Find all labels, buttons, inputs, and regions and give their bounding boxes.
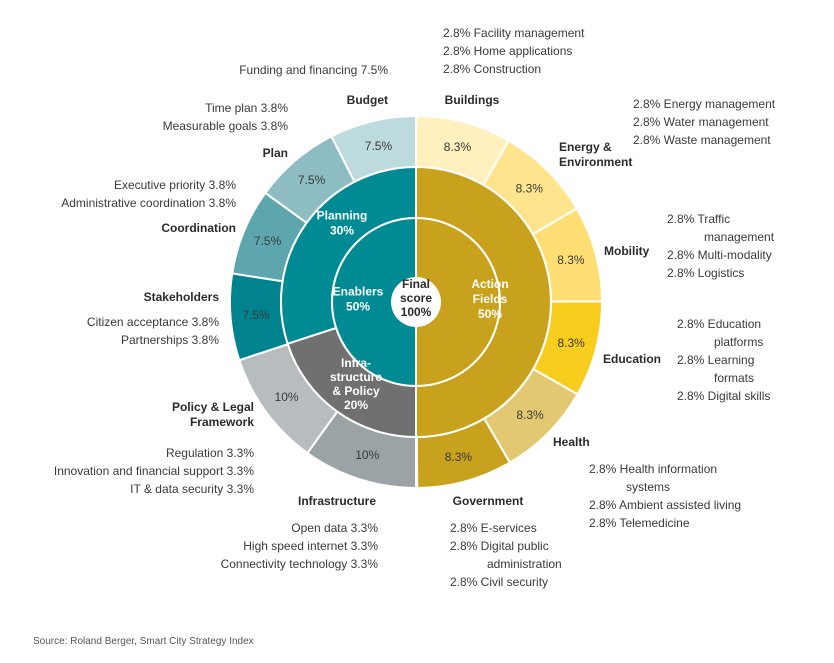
category-energy-and-environment: Energy & Environment — [559, 140, 632, 169]
outer-value-plan: 7.5% — [298, 173, 326, 187]
inner-label-infrastructure-and-policy: Infra-structure & Policy 20% — [330, 356, 382, 412]
outer-value-energy-and-environment: 8.3% — [516, 181, 544, 195]
outer-value-budget: 7.5% — [365, 139, 393, 153]
sub-item-energy-and-environment: 2.8% Water management — [633, 115, 769, 129]
category-health: Health — [553, 435, 590, 449]
category-buildings: Buildings — [445, 93, 500, 107]
sub-item-health: 2.8% Health information — [589, 462, 717, 476]
category-coordination: Coordination — [161, 221, 236, 235]
category-stakeholders: Stakeholders — [144, 290, 220, 304]
sub-item-government: 2.8% E-services — [450, 521, 537, 535]
sub-item-education: 2.8% Learning — [677, 353, 754, 367]
sub-item-plan: Measurable goals 3.8% — [163, 119, 289, 133]
sub-item-education: 2.8% Digital skills — [677, 389, 770, 403]
center-action-fields — [416, 218, 500, 386]
source-note: Source: Roland Berger, Smart City Strate… — [33, 636, 254, 647]
category-budget: Budget — [347, 93, 388, 107]
sub-item-coordination: Executive priority 3.8% — [114, 178, 236, 192]
sub-item-infrastructure: High speed internet 3.3% — [243, 539, 378, 553]
sub-item-infrastructure: Open data 3.3% — [291, 521, 378, 535]
outer-value-government: 8.3% — [445, 450, 473, 464]
sub-item-policy-and-legal-framework: Innovation and financial support 3.3% — [54, 464, 254, 478]
outer-value-health: 8.3% — [516, 408, 544, 422]
category-plan: Plan — [263, 146, 288, 160]
center-enablers — [332, 218, 416, 386]
sub-item-policy-and-legal-framework: IT & data security 3.3% — [130, 482, 254, 496]
category-mobility: Mobility — [604, 244, 650, 258]
outer-value-infrastructure: 10% — [355, 448, 379, 462]
category-policy-and-legal-framework: Policy & Legal Framework — [172, 400, 254, 429]
outer-value-stakeholders: 7.5% — [242, 308, 270, 322]
sub-item-policy-and-legal-framework: Regulation 3.3% — [166, 446, 254, 460]
sub-item-plan: Time plan 3.8% — [205, 101, 288, 115]
sub-item-stakeholders: Citizen acceptance 3.8% — [87, 315, 219, 329]
sub-item-coordination: Administrative coordination 3.8% — [61, 196, 236, 210]
center-final-score: Final score 100% — [400, 277, 432, 319]
sub-item-government: 2.8% Digital public — [450, 539, 549, 553]
sub-item-stakeholders: Partnerships 3.8% — [121, 333, 219, 347]
sub-item-energy-and-environment: 2.8% Waste management — [633, 133, 771, 147]
sub-item-infrastructure: Connectivity technology 3.3% — [221, 557, 379, 571]
outer-value-policy-and-legal-framework: 10% — [275, 390, 299, 404]
outer-value-mobility: 8.3% — [557, 253, 585, 267]
category-education: Education — [603, 352, 661, 366]
inner-label-planning: Planning 30% — [317, 209, 368, 238]
outer-value-education: 8.3% — [558, 336, 586, 350]
sub-item-mobility: 2.8% Traffic — [667, 212, 730, 226]
final-score-disc — [391, 277, 441, 327]
sub-item-education: formats — [714, 371, 754, 385]
sub-item-energy-and-environment: 2.8% Energy management — [633, 97, 776, 111]
outer-value-buildings: 8.3% — [444, 140, 472, 154]
sub-item-buildings: 2.8% Home applications — [443, 44, 572, 58]
sub-item-mobility: 2.8% Logistics — [667, 266, 744, 280]
sub-item-buildings: 2.8% Facility management — [443, 26, 585, 40]
sub-item-health: 2.8% Telemedicine — [589, 516, 690, 530]
sub-item-mobility: management — [704, 230, 775, 244]
sub-item-education: platforms — [714, 335, 763, 349]
sub-item-government: 2.8% Civil security — [450, 575, 548, 589]
inner-label-action-fields: Action Fields 50% — [471, 277, 508, 321]
inner-label-enablers: Enablers 50% — [333, 285, 384, 314]
outer-value-coordination: 7.5% — [254, 234, 282, 248]
sub-item-education: 2.8% Education — [677, 317, 761, 331]
sub-item-health: systems — [626, 480, 670, 494]
sub-item-buildings: 2.8% Construction — [443, 62, 541, 76]
sub-item-government: administration — [487, 557, 562, 571]
sub-item-budget: Funding and financing 7.5% — [239, 63, 388, 77]
category-infrastructure: Infrastructure — [298, 494, 376, 508]
sub-item-mobility: 2.8% Multi-modality — [667, 248, 772, 262]
category-government: Government — [453, 494, 524, 508]
sub-item-health: 2.8% Ambient assisted living — [589, 498, 741, 512]
